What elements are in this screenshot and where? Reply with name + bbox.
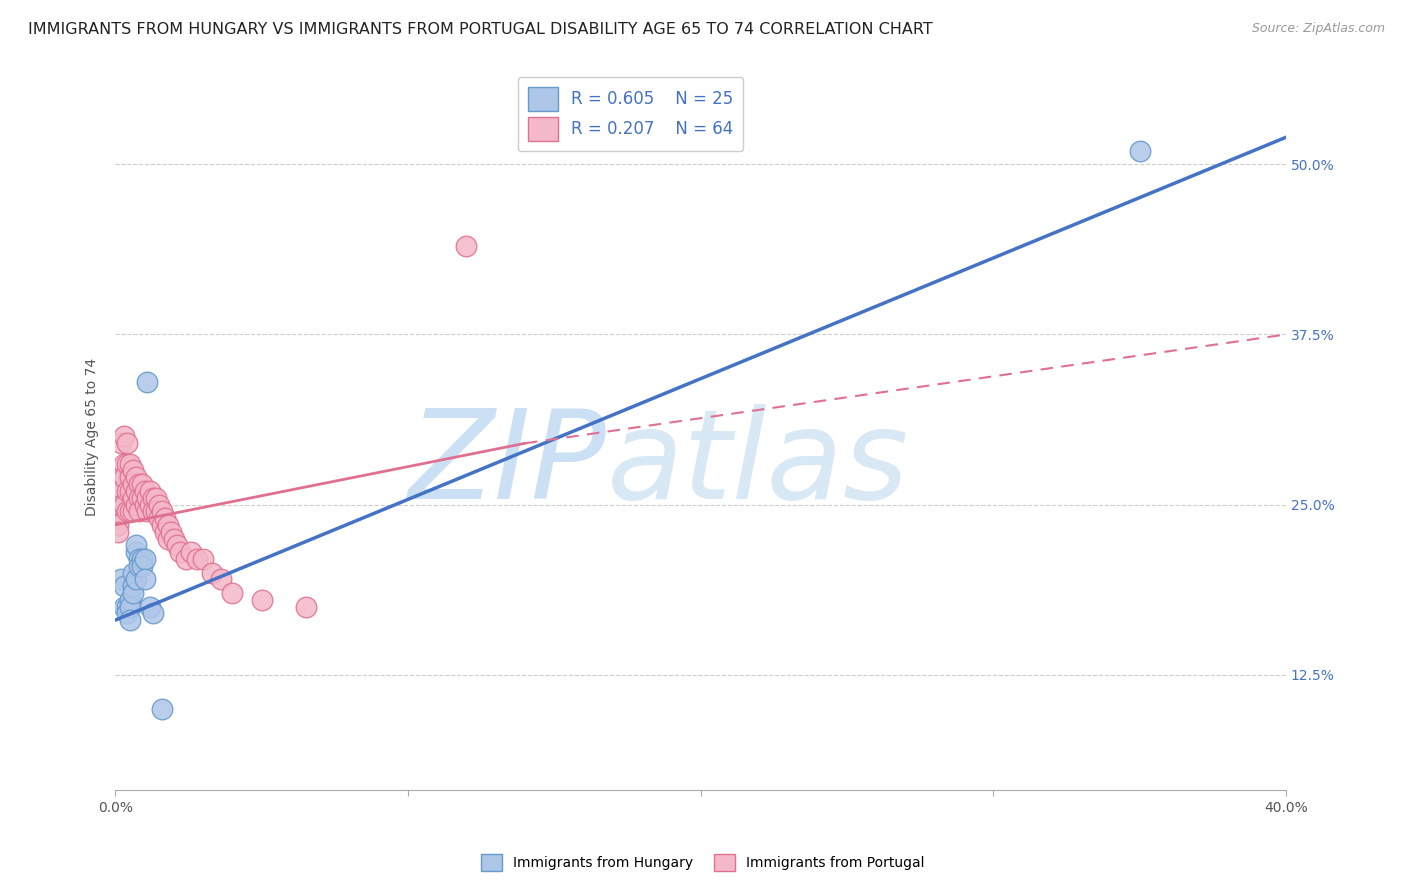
Point (134, 498, 156, 512)
Point (163, 532, 186, 546)
Point (110, 483, 132, 498)
Point (125, 498, 148, 512)
Point (107, 524, 129, 539)
Point (110, 470, 132, 484)
Point (121, 579, 143, 593)
Point (110, 572, 132, 586)
Point (125, 483, 148, 498)
Point (142, 504, 165, 518)
Point (115, 483, 138, 498)
Point (121, 477, 143, 491)
Legend: R = 0.605    N = 25, R = 0.207    N = 64: R = 0.605 N = 25, R = 0.207 N = 64 (517, 77, 744, 151)
Point (110, 436, 132, 450)
Point (118, 470, 141, 484)
Point (128, 477, 150, 491)
Point (209, 572, 232, 586)
Point (128, 552, 150, 566)
Point (121, 566, 143, 580)
Point (191, 552, 214, 566)
Point (128, 504, 150, 518)
Point (121, 491, 143, 505)
Point (148, 511, 170, 525)
Point (128, 491, 150, 505)
Point (174, 552, 197, 566)
Point (134, 483, 156, 498)
Point (115, 436, 138, 450)
Text: atlas: atlas (607, 404, 910, 525)
Point (110, 498, 132, 512)
Point (131, 552, 153, 566)
Point (118, 457, 141, 471)
Point (153, 524, 176, 539)
Point (118, 613, 141, 627)
Point (136, 375, 159, 389)
Point (180, 545, 202, 559)
Point (150, 504, 173, 518)
Point (156, 517, 179, 532)
Text: ZIP: ZIP (409, 404, 607, 525)
Point (131, 558, 153, 573)
Point (118, 599, 141, 614)
Point (118, 504, 141, 518)
Point (169, 545, 191, 559)
Point (131, 491, 153, 505)
Point (112, 579, 135, 593)
Point (221, 586, 243, 600)
Point (134, 572, 156, 586)
Point (118, 592, 141, 607)
Text: Source: ZipAtlas.com: Source: ZipAtlas.com (1251, 22, 1385, 36)
Point (115, 457, 138, 471)
Point (125, 538, 148, 552)
Point (125, 572, 148, 586)
Y-axis label: Disability Age 65 to 74: Disability Age 65 to 74 (86, 358, 100, 516)
Point (153, 511, 176, 525)
Point (1129, 144, 1152, 158)
Point (145, 504, 167, 518)
Point (121, 586, 143, 600)
Point (150, 517, 173, 532)
Point (156, 532, 179, 546)
Point (136, 491, 159, 505)
Point (121, 463, 143, 477)
Text: IMMIGRANTS FROM HUNGARY VS IMMIGRANTS FROM PORTUGAL DISABILITY AGE 65 TO 74 CORR: IMMIGRANTS FROM HUNGARY VS IMMIGRANTS FR… (28, 22, 932, 37)
Point (115, 599, 138, 614)
Point (128, 558, 150, 573)
Point (115, 504, 138, 518)
Point (145, 491, 167, 505)
Point (131, 477, 153, 491)
Point (148, 498, 170, 512)
Point (136, 504, 159, 518)
Point (112, 470, 135, 484)
Point (139, 498, 162, 512)
Point (160, 524, 183, 539)
Point (107, 511, 129, 525)
Point (142, 491, 165, 505)
Point (112, 498, 135, 512)
Point (139, 483, 162, 498)
Point (150, 701, 173, 715)
Point (107, 504, 129, 518)
Point (118, 483, 141, 498)
Point (142, 607, 165, 621)
Point (107, 517, 129, 532)
Point (112, 457, 135, 471)
Point (166, 538, 188, 552)
Legend: Immigrants from Hungary, Immigrants from Portugal: Immigrants from Hungary, Immigrants from… (475, 848, 931, 876)
Point (112, 599, 135, 614)
Point (121, 504, 143, 518)
Point (115, 607, 138, 621)
Point (125, 470, 148, 484)
Point (112, 429, 135, 443)
Point (250, 592, 273, 607)
Point (134, 552, 156, 566)
Point (456, 239, 478, 253)
Point (201, 566, 224, 580)
Point (294, 599, 316, 614)
Point (139, 599, 162, 614)
Point (125, 545, 148, 559)
Point (186, 552, 208, 566)
